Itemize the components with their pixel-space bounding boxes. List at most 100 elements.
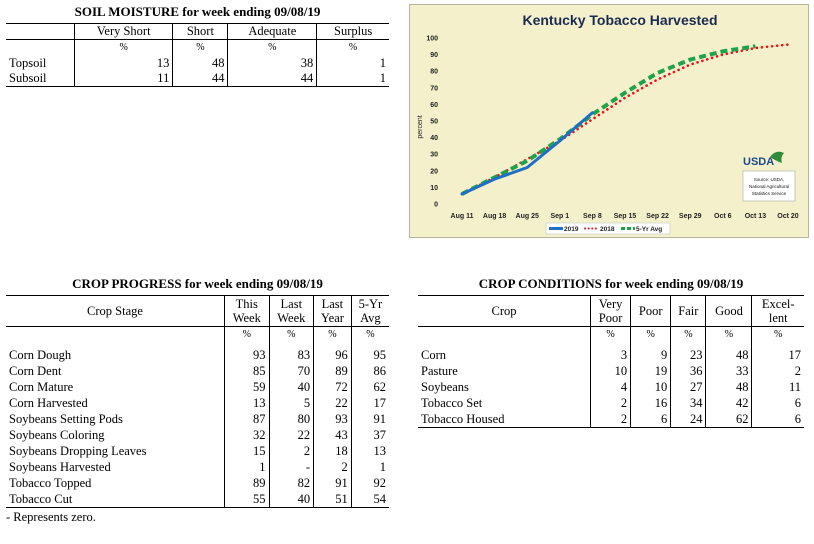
crop-conditions-section: CROP CONDITIONS for week ending 09/08/19… xyxy=(418,276,804,428)
cell: 15 xyxy=(224,443,270,459)
cell: 86 xyxy=(350,363,389,379)
series-lines xyxy=(460,43,790,196)
cell: 48 xyxy=(172,56,228,71)
cell: 40 xyxy=(268,379,314,395)
x-tick-label: Sep 8 xyxy=(583,213,602,220)
y-tick-label: 80 xyxy=(430,69,438,76)
soil-col-header: Very Short xyxy=(73,23,173,40)
cell: 62 xyxy=(350,379,389,395)
table-row: Topsoil 13 48 38 1 xyxy=(6,56,389,71)
table-row: Corn Harvested 13 5 22 17 xyxy=(6,395,389,411)
cell: 17 xyxy=(751,347,804,363)
chart-svg: Kentucky Tobacco Harvested 0 10 20 30 40 50 60… xyxy=(417,12,799,235)
cell: 43 xyxy=(313,427,352,443)
col-header: Fair xyxy=(670,295,706,327)
unit-label: % xyxy=(670,326,706,343)
cell: 91 xyxy=(350,411,389,427)
y-tick-label: 90 xyxy=(430,52,438,59)
y-tick-label: 50 xyxy=(430,119,438,126)
table-row: Soybeans Harvested 1-2 1 xyxy=(6,459,389,475)
cell: 11 xyxy=(73,71,173,87)
cell: 11 xyxy=(751,379,804,395)
cell: 23 xyxy=(670,347,706,363)
y-tick-label: 60 xyxy=(430,102,438,109)
table-row: Tobacco Cut 55 40 51 54 xyxy=(6,491,389,508)
cell: 1 xyxy=(224,459,270,475)
cell: 93 xyxy=(224,347,270,363)
source-line: Source: USDA, xyxy=(754,177,785,182)
cell: 2 xyxy=(589,411,631,428)
legend-label: 2018 xyxy=(600,226,615,233)
cell: 16 xyxy=(630,395,671,411)
unit-label: % xyxy=(751,326,804,343)
col-header: Poor xyxy=(630,295,671,327)
cell: 33 xyxy=(705,363,752,379)
row-label: Tobacco Set xyxy=(421,396,483,410)
cell: 48 xyxy=(705,379,752,395)
cell: 37 xyxy=(350,427,389,443)
crop-progress-title: CROP PROGRESS for week ending 09/08/19 xyxy=(72,276,323,291)
cell: 93 xyxy=(313,411,352,427)
row-label: Soybeans Dropping Leaves xyxy=(9,444,147,458)
crop-conditions-table: Crop Very Poor Poor Fair Good Excel-lent … xyxy=(418,295,804,428)
unit-label: % xyxy=(350,326,389,343)
x-tick-label: Oct 6 xyxy=(714,213,732,220)
cell: 6 xyxy=(751,395,804,411)
soil-col-header: Short xyxy=(172,23,228,40)
col-header: This Week xyxy=(224,295,270,327)
y-tick-label: 0 xyxy=(434,202,438,209)
cell: 2 xyxy=(589,395,631,411)
soil-moisture-section: SOIL MOISTURE for week ending 09/08/19 V… xyxy=(6,4,389,87)
row-label: Corn Dent xyxy=(9,364,62,378)
usda-logo: USDA Source: USDA, National Agricultural… xyxy=(742,151,796,202)
chart-title: Kentucky Tobacco Harvested xyxy=(522,12,717,28)
table-row: Tobacco Topped 89 82 91 92 xyxy=(6,475,389,491)
cell: 59 xyxy=(224,379,270,395)
cell: 19 xyxy=(630,363,671,379)
cell: 3 xyxy=(589,347,631,363)
row-label: Tobacco Housed xyxy=(418,411,591,428)
y-tick-label: 30 xyxy=(430,152,438,159)
y-tick-label: 10 xyxy=(430,185,438,192)
soil-blank-header xyxy=(6,23,75,40)
cell: 44 xyxy=(172,71,228,87)
unit-label: % xyxy=(589,326,631,343)
unit-label: % xyxy=(705,326,752,343)
source-line: National Agricultural xyxy=(749,184,789,189)
col-header: 5-Yr Avg xyxy=(350,295,389,327)
row-label: Soybeans Harvested xyxy=(9,460,111,474)
table-row: Subsoil 11 44 44 1 xyxy=(6,71,389,87)
chart-legend: 2019 2018 5-Yr Avg xyxy=(545,222,671,235)
unit-label: % xyxy=(316,39,389,56)
table-row: Soybeans Setting Pods 87 80 93 91 xyxy=(6,411,389,427)
source-box xyxy=(742,170,796,202)
usda-logo-text: USDA xyxy=(743,156,774,168)
x-tick-label: Aug 25 xyxy=(516,213,539,220)
x-tick-label: Sep 29 xyxy=(679,213,702,220)
cell: 85 xyxy=(224,363,270,379)
series-line-2018 xyxy=(460,43,790,196)
footnote: - Represents zero. xyxy=(6,510,96,524)
cell: 54 xyxy=(350,491,389,508)
crop-progress-section: CROP PROGRESS for week ending 09/08/19 C… xyxy=(6,276,389,525)
col-header: Last Week xyxy=(268,295,314,327)
cell: 13 xyxy=(73,56,173,71)
y-axis-ticks: 0 10 20 30 40 50 60 70 80 90 100 xyxy=(426,36,438,209)
soil-col-header: Adequate xyxy=(227,23,317,40)
table-row: Corn Mature 59 40 72 62 xyxy=(6,379,389,395)
legend-label: 5-Yr Avg xyxy=(636,226,662,233)
row-label: Pasture xyxy=(421,364,458,378)
table-row: Corn 3 9 23 48 17 xyxy=(418,347,804,363)
legend-box xyxy=(545,222,671,235)
soil-moisture-title: SOIL MOISTURE for week ending 09/08/19 xyxy=(74,4,321,19)
x-tick-label: Aug 18 xyxy=(483,213,506,220)
cell: 91 xyxy=(313,475,352,491)
series-line-5-yr-avg xyxy=(461,44,756,196)
cell: 32 xyxy=(224,427,270,443)
cell: 89 xyxy=(313,363,352,379)
cell: 5 xyxy=(268,395,314,411)
row-label: Tobacco Cut xyxy=(6,491,225,508)
cell: 22 xyxy=(313,395,352,411)
soil-moisture-table: Very Short Short Adequate Surplus % % % … xyxy=(6,23,389,87)
crop-progress-table: Crop Stage This Week Last Week Last Year 5-… xyxy=(6,295,389,508)
